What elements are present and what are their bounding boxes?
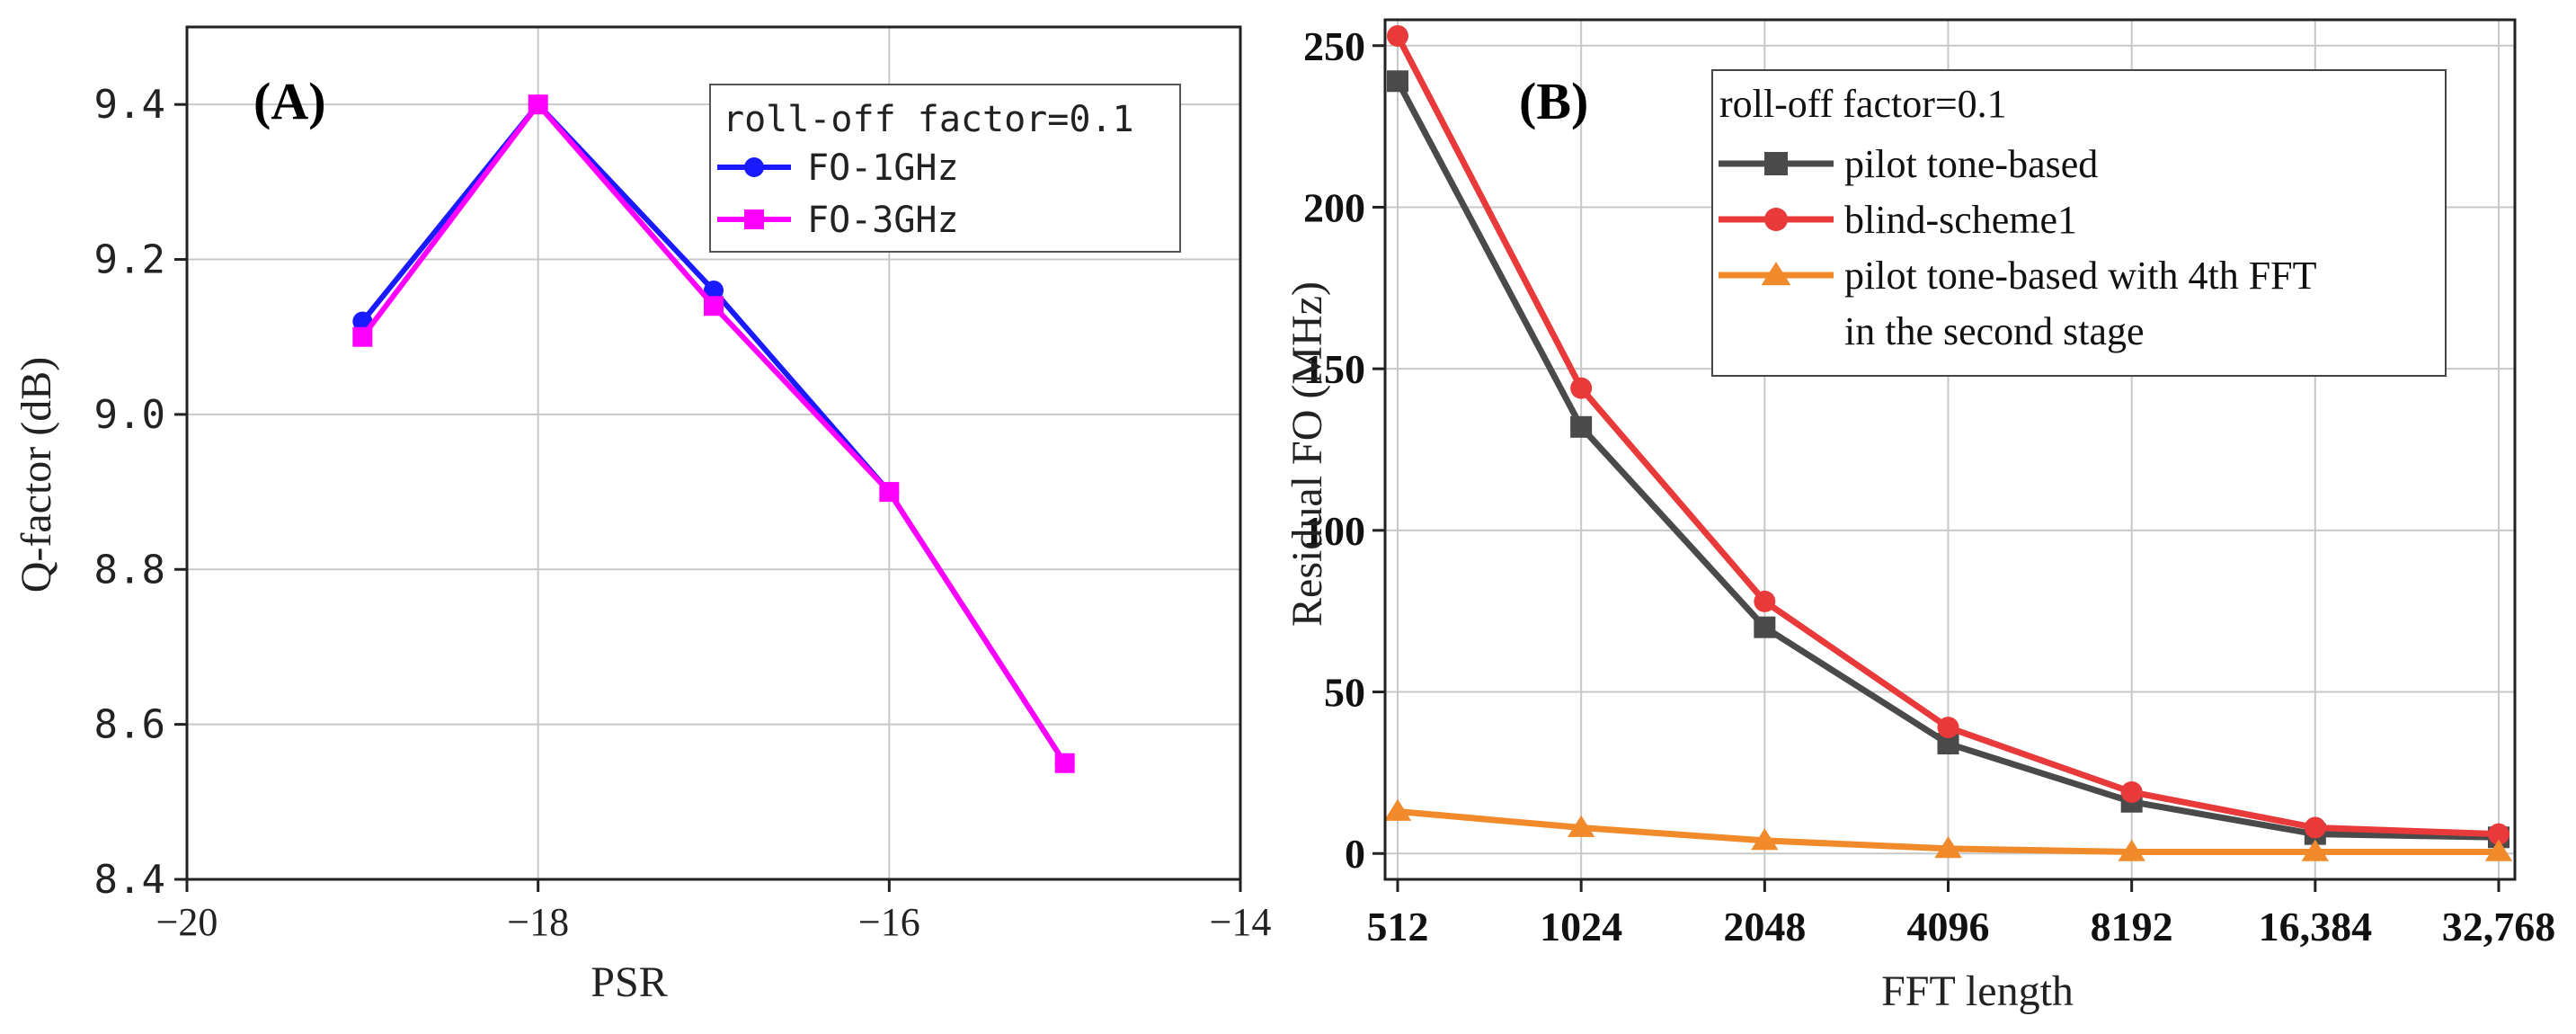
panel-b-data-point	[2488, 823, 2509, 845]
panel-b-data-point	[1751, 828, 1779, 851]
panel-a-legend-title: roll-off factor=0.1	[723, 99, 1134, 140]
panel-a-data-point	[879, 482, 900, 503]
panel-a-chart: −20 −18 −16 −14 8.4 8.6 8.8 9.0 9.2 9.4 (A) PSR Q…	[13, 25, 1272, 1006]
panel-a-plot-frame	[185, 25, 1242, 881]
panel-a-legend: roll-off factor=0.1 FO-1GHz FO-3GHz	[709, 84, 1181, 253]
panel-b-legend-marker	[1764, 152, 1788, 175]
panel-a-x-tick-label: −16	[858, 900, 920, 944]
panel-a-data-point	[1054, 753, 1075, 773]
panel-b-x-axis-label: FFT length	[1881, 967, 2074, 1015]
panel-b-legend-marker	[1764, 208, 1788, 231]
panel-a-ticks: −20 −18 −16 −14 8.4 8.6 8.8 9.0 9.2 9.4	[94, 82, 1272, 944]
panel-a-x-axis-label: PSR	[591, 958, 667, 1006]
panel-a-x-tick-label: −18	[507, 900, 569, 944]
panel-b-data-point	[1754, 590, 1776, 612]
panel-b-label: (B)	[1519, 72, 1588, 130]
panel-b-plot-frame	[1383, 18, 2517, 881]
panel-a-legend-marker	[744, 209, 764, 229]
panel-b-data-point	[1387, 24, 1408, 47]
panel-b-data-point	[1570, 377, 1593, 399]
panel-a-data-point	[528, 94, 548, 115]
panel-a-y-tick-label: 8.6	[94, 702, 165, 748]
panel-b-legend-box	[1711, 69, 2447, 377]
panel-b-y-tick-label: 250	[1303, 23, 1365, 69]
panel-b-y-tick-label: 50	[1324, 670, 1365, 716]
panel-b-data-point	[2484, 839, 2513, 861]
panel-b-y-tick-label: 200	[1303, 184, 1365, 230]
panel-a-y-tick-label: 9.2	[94, 237, 165, 283]
panel-a-series	[352, 94, 1075, 773]
panel-b-data-point	[2304, 816, 2326, 839]
panel-b-x-tick-label: 4096	[1907, 904, 1990, 949]
panel-a-y-tick-label: 9.4	[94, 82, 165, 128]
panel-a-legend-label: FO-3GHz	[807, 200, 959, 241]
panel-b-data-point	[2120, 780, 2143, 803]
panel-b-legend: roll-off factor=0.1 pilot tone-based blin…	[1711, 69, 2447, 377]
panel-b-legend-items: pilot tone-based blind-scheme1 pilot tone-…	[1719, 142, 2317, 353]
panel-a-x-tick-label: −14	[1210, 900, 1272, 944]
panel-b-legend-title: roll-off factor=0.1	[1719, 82, 2007, 126]
panel-b-legend-label: pilot tone-based	[1844, 142, 2098, 186]
panel-b-data-point	[1383, 798, 1412, 821]
panel-a-data-point	[704, 281, 724, 301]
panel-b-x-tick-label: 32,768	[2442, 904, 2556, 949]
panel-b-y-tick-label: 150	[1303, 346, 1365, 392]
panel-b-y-tick-label: 100	[1303, 508, 1365, 554]
panel-a-data-point	[704, 296, 724, 316]
panel-a-legend-marker	[744, 157, 764, 177]
panel-b-chart: 512 1024 2048 4096 8192 16,384 32,768 0 50 100 150…	[1284, 18, 2555, 1015]
panel-b-data-point	[1387, 70, 1408, 93]
panel-b-data-point	[1570, 415, 1593, 438]
panel-a-data-point	[352, 326, 373, 347]
panel-a-y-tick-label: 8.4	[94, 857, 165, 903]
panel-b-data-point	[1567, 815, 1595, 837]
panel-b-data-point	[2301, 839, 2330, 861]
panel-b-series	[1383, 24, 2513, 861]
panel-a-y-tick-label: 8.8	[94, 547, 165, 593]
panel-b-data-point	[2118, 839, 2145, 861]
panel-a-label: (A)	[253, 72, 326, 130]
panel-b-legend-label: pilot tone-based with 4th FFT	[1844, 254, 2317, 298]
panel-b-legend-marker	[1761, 262, 1791, 286]
panel-a-y-axis-label: Q-factor (dB)	[13, 357, 60, 593]
panel-b-x-tick-label: 2048	[1723, 904, 1806, 949]
panel-b-data-point	[1754, 616, 1776, 638]
panel-b-data-point	[1937, 717, 1959, 739]
panel-a-y-tick-label: 9.0	[94, 392, 165, 438]
panel-b-x-tick-label: 8192	[2091, 904, 2173, 949]
panel-b-x-tick-label: 512	[1367, 904, 1429, 949]
panel-b-x-tick-label: 16,384	[2259, 904, 2373, 949]
panel-b-ticks: 512 1024 2048 4096 8192 16,384 32,768 0 50 100 150…	[1303, 23, 2555, 949]
panel-b-x-tick-label: 1024	[1540, 904, 1622, 949]
panel-b-y-tick-label: 0	[1345, 831, 1365, 877]
panel-b-data-point	[1934, 836, 1962, 859]
panel-a-x-tick-label: −20	[156, 900, 218, 944]
panel-a-legend-items: FO-1GHz FO-3GHz	[717, 147, 959, 241]
panel-a-legend-label: FO-1GHz	[807, 147, 959, 189]
panel-b-legend-label: blind-scheme1	[1844, 198, 2077, 242]
panel-b-legend-label-line2: in the second stage	[1844, 309, 2145, 353]
panel-b-y-axis-label: Residual FO (MHz)	[1284, 281, 1331, 627]
